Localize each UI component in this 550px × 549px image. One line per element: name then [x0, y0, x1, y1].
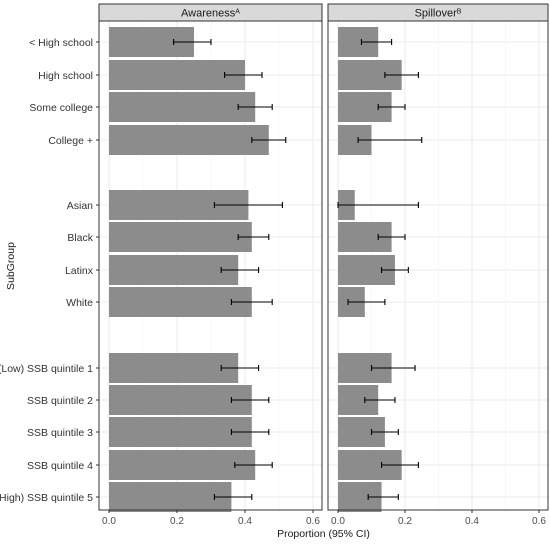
y-tick-label: SSB quintile 4	[27, 460, 93, 472]
facet-strip	[98, 3, 323, 22]
y-tick-label: Latinx	[65, 265, 94, 277]
bar	[109, 60, 245, 90]
facet-title: SpilloverB	[415, 8, 462, 20]
bar	[109, 353, 239, 383]
bar	[109, 482, 232, 512]
y-tick-label: Black	[67, 232, 93, 244]
bar	[109, 385, 252, 415]
bar	[109, 92, 256, 122]
y-tick-label: College +	[48, 135, 93, 147]
bar	[109, 417, 252, 447]
facet-title: AwarenessA	[181, 8, 240, 20]
x-tick-label: 0.6	[532, 516, 546, 527]
y-tick-label: Some college	[29, 102, 93, 114]
y-tick-label: Asian	[67, 200, 93, 212]
y-tick-label: SSB quintile 3	[27, 427, 93, 439]
facet-strip	[327, 3, 549, 22]
bar	[109, 125, 269, 155]
x-axis-title: Proportion (95% CI)	[277, 528, 370, 540]
bar	[109, 287, 252, 317]
x-tick-label: 0.2	[170, 516, 184, 527]
x-tick-label: 0.6	[306, 516, 320, 527]
x-tick-label: 0.0	[331, 516, 345, 527]
x-tick-label: 0.4	[238, 516, 252, 527]
x-tick-label: 0.4	[465, 516, 479, 527]
y-tick-label: High school	[38, 70, 93, 82]
x-tick-label: 0.2	[398, 516, 412, 527]
bar	[109, 450, 256, 480]
y-tick-label: SSB quintile 2	[27, 395, 93, 407]
y-tick-label: White	[66, 297, 93, 309]
y-tick-label: (Low) SSB quintile 1	[0, 363, 93, 375]
y-tick-label: < High school	[29, 37, 93, 49]
x-tick-label: 0.0	[102, 516, 116, 527]
bar	[109, 255, 239, 285]
y-axis-title: SubGroup	[5, 242, 17, 290]
y-tick-label: (High) SSB quintile 5	[0, 492, 93, 504]
bar	[109, 222, 252, 252]
